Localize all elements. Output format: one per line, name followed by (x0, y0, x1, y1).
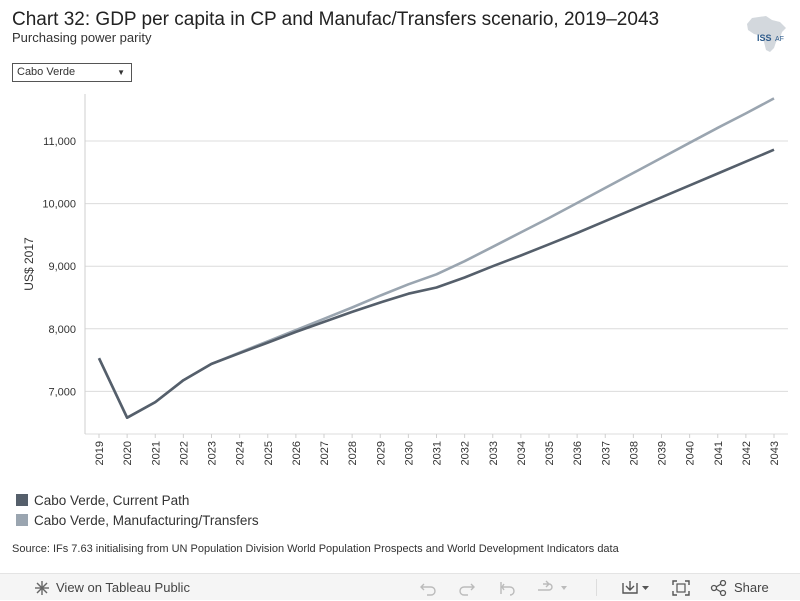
y-tick-label: 7,000 (48, 386, 76, 398)
legend: Cabo Verde, Current Path Cabo Verde, Man… (16, 490, 259, 530)
fullscreen-icon (672, 579, 690, 596)
share-icon (710, 579, 727, 596)
logo-text: ISS (757, 33, 772, 43)
y-tick-label: 10,000 (42, 199, 76, 211)
x-tick-label: 2031 (432, 441, 444, 465)
y-tick-label: 8,000 (48, 324, 76, 336)
x-tick-label: 2024 (235, 441, 247, 465)
x-tick-label: 2032 (460, 441, 472, 465)
legend-swatch-current-path (16, 494, 28, 506)
toolbar-divider (596, 579, 597, 596)
source-note: Source: IFs 7.63 initialising from UN Po… (12, 543, 619, 555)
chart-subtitle: Purchasing power parity (12, 30, 152, 45)
view-on-tableau-label: View on Tableau Public (56, 580, 190, 595)
redo-icon (459, 583, 475, 596)
x-tick-label: 2025 (263, 441, 275, 465)
legend-label-current-path: Cabo Verde, Current Path (34, 492, 190, 508)
x-tick-label: 2020 (122, 441, 134, 465)
tableau-toolbar: View on Tableau Public Share (0, 573, 800, 600)
fullscreen-button[interactable] (672, 574, 690, 601)
download-icon (622, 580, 649, 594)
x-tick-label: 2036 (572, 441, 584, 465)
series-line[interactable] (97, 148, 775, 419)
x-tick-label: 2040 (685, 441, 697, 465)
tableau-logo-icon (35, 580, 49, 595)
share-button[interactable]: Share (710, 574, 769, 601)
x-tick-label: 2029 (375, 441, 387, 465)
x-tick-label: 2026 (291, 441, 303, 465)
x-tick-label: 2022 (178, 441, 190, 465)
country-select-value: Cabo Verde (17, 66, 76, 78)
x-tick-label: 2041 (713, 441, 725, 465)
x-tick-label: 2035 (544, 441, 556, 465)
refresh-icon (538, 580, 567, 591)
y-axis-label: US$ 2017 (22, 237, 36, 291)
x-tick-label: 2043 (769, 441, 781, 465)
caret-down-icon: ▼ (117, 68, 125, 77)
y-tick-labels: 7,000 8,000 9,000 10,000 11,000 (42, 136, 76, 398)
view-on-tableau-button[interactable]: View on Tableau Public (34, 574, 190, 601)
x-tick-label: 2042 (741, 441, 753, 465)
undo-button[interactable] (418, 574, 438, 601)
legend-swatch-manufacturing (16, 514, 28, 526)
x-tick-label: 2037 (600, 441, 612, 465)
x-tick-label: 2028 (347, 441, 359, 465)
x-tick-label: 2023 (207, 441, 219, 465)
x-tick-labels: 2019 2020 2021 2022 2023 2024 2025 2026 2027 2028… (94, 434, 781, 465)
x-tick-label: 2034 (516, 441, 528, 465)
refresh-button[interactable] (535, 574, 569, 601)
share-label: Share (734, 580, 769, 595)
series-lines (97, 97, 775, 419)
x-tick-label: 2019 (94, 441, 106, 465)
x-tick-label: 2038 (628, 441, 640, 465)
revert-icon (500, 581, 515, 596)
issafrica-logo: ISS AF (742, 14, 790, 54)
x-tick-label: 2021 (150, 441, 162, 465)
undo-icon (420, 583, 436, 596)
logo-suffix: AF (775, 36, 784, 43)
y-tick-label: 11,000 (43, 136, 76, 148)
legend-item-manufacturing[interactable]: Cabo Verde, Manufacturing/Transfers (16, 510, 259, 530)
y-tick-label: 9,000 (48, 261, 76, 273)
africa-map-icon: ISS AF (747, 16, 786, 52)
legend-label-manufacturing: Cabo Verde, Manufacturing/Transfers (34, 512, 259, 528)
legend-item-current-path[interactable]: Cabo Verde, Current Path (16, 490, 259, 510)
x-tick-label: 2027 (319, 441, 331, 465)
line-chart: 7,000 8,000 9,000 10,000 11,000 2019 2020 2021… (22, 94, 788, 465)
chart-title: Chart 32: GDP per capita in CP and Manuf… (12, 9, 660, 30)
country-select[interactable]: Cabo Verde ▼ (12, 63, 132, 82)
revert-button[interactable] (497, 574, 517, 601)
x-tick-label: 2039 (657, 441, 669, 465)
redo-button[interactable] (457, 574, 477, 601)
x-tick-label: 2030 (403, 441, 415, 465)
x-tick-label: 2033 (488, 441, 500, 465)
download-button[interactable] (621, 574, 651, 601)
